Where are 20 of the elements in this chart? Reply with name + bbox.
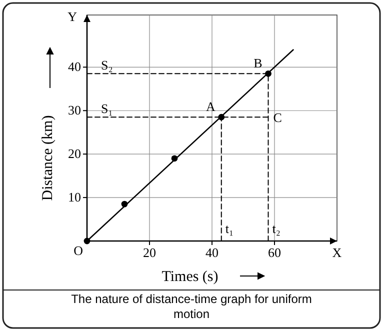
text: The nature of distance-time graph for uniform motion — [70, 292, 313, 322]
annotation: B — [254, 56, 263, 71]
text: Y — [68, 9, 78, 24]
y-axis-title: Distance (km) — [40, 115, 56, 201]
annotation: S₂ — [101, 58, 113, 73]
text: X — [332, 245, 342, 260]
annotation: t₁ — [225, 221, 234, 236]
y-tick-label: 20 — [68, 146, 81, 162]
y-tick-label: 40 — [68, 59, 81, 74]
x-axis-title: Times (s) — [162, 269, 218, 285]
y-tick-label: 10 — [68, 190, 81, 205]
annotation: O — [74, 243, 83, 258]
annotation: A — [206, 99, 216, 114]
y-tick-label: 30 — [68, 102, 81, 118]
x-tick-label: 60 — [268, 245, 281, 260]
x-tick-label: 20 — [143, 245, 156, 260]
x-tick-label: 40 — [206, 245, 218, 260]
annotation: C — [273, 110, 282, 126]
annotation: t₂ — [272, 221, 280, 236]
annotation: S₁ — [101, 101, 113, 116]
